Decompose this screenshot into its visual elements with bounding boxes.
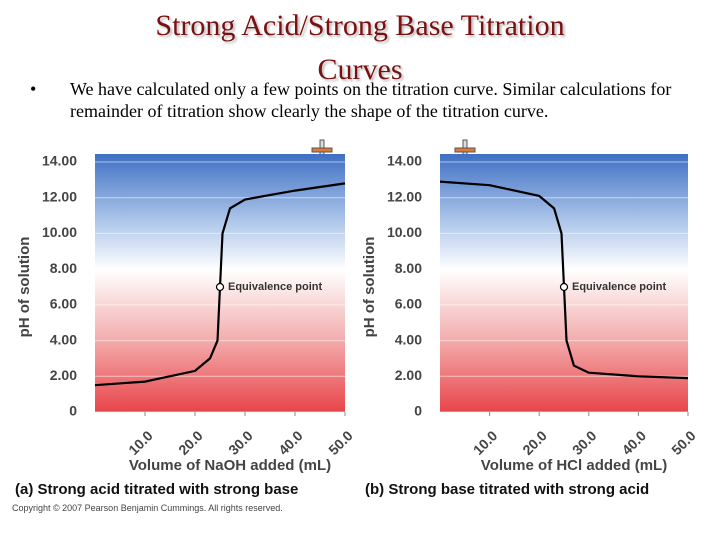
- y-tick-label: 6.00: [395, 296, 422, 312]
- x-tick-label: 10.0: [470, 427, 501, 458]
- x-tick-label: 40.0: [619, 427, 650, 458]
- caption: (b) Strong base titrated with strong aci…: [365, 481, 649, 498]
- x-tick-label: 20.0: [175, 427, 206, 458]
- x-axis-label: Volume of HCl added (mL): [481, 457, 667, 474]
- x-tick-label: 10.0: [125, 427, 156, 458]
- y-tick-label: 6.00: [50, 296, 77, 312]
- annotation: Equivalence point: [228, 281, 322, 293]
- caption: (a) Strong acid titrated with strong bas…: [15, 481, 298, 498]
- y-tick-label: 2.00: [50, 367, 77, 383]
- y-tick-label: 10.00: [42, 224, 77, 240]
- y-tick-label: 12.00: [387, 188, 422, 204]
- x-tick-label: 20.0: [519, 427, 550, 458]
- x-axis-label: Volume of NaOH added (mL): [129, 457, 331, 474]
- y-tick-label: 10.00: [387, 224, 422, 240]
- y-tick-label: 14.00: [387, 153, 422, 169]
- copyright: Copyright © 2007 Pearson Benjamin Cummin…: [12, 503, 283, 513]
- slide-title: Strong Acid/Strong Base Titration Curves: [155, 9, 565, 86]
- bullet-text: We have calculated only a few points on …: [70, 79, 672, 121]
- y-tick-label: 0: [69, 403, 77, 419]
- y-axis-label: pH of solution: [361, 237, 378, 338]
- y-tick-label: 8.00: [395, 260, 422, 276]
- x-tick-label: 50.0: [668, 427, 699, 458]
- x-tick-label: 30.0: [569, 427, 600, 458]
- equivalence-marker: [215, 282, 225, 292]
- y-tick-label: 8.00: [50, 260, 77, 276]
- annotation: Equivalence point: [572, 281, 666, 293]
- y-tick-label: 0: [414, 403, 422, 419]
- x-tick-label: 40.0: [275, 427, 306, 458]
- y-tick-label: 14.00: [42, 153, 77, 169]
- y-tick-label: 4.00: [50, 331, 77, 347]
- y-axis-label: pH of solution: [16, 237, 33, 338]
- x-tick-label: 50.0: [325, 427, 356, 458]
- equivalence-marker: [559, 282, 569, 292]
- x-tick-label: 30.0: [225, 427, 256, 458]
- y-tick-label: 12.00: [42, 188, 77, 204]
- bullet-glyph: •: [30, 79, 37, 99]
- y-tick-label: 2.00: [395, 367, 422, 383]
- y-tick-label: 4.00: [395, 331, 422, 347]
